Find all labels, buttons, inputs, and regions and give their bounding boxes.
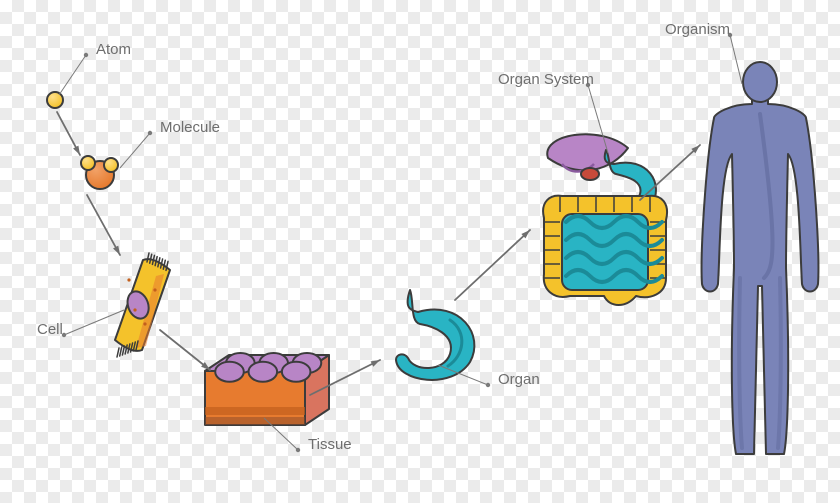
- diagram-stage: Atom Molecule Cell Tissue Organ Organ Sy…: [0, 0, 840, 503]
- label-organ-system: Organ System: [498, 71, 594, 88]
- label-tissue: Tissue: [308, 436, 352, 453]
- label-organism: Organism: [665, 21, 730, 38]
- label-molecule: Molecule: [160, 119, 220, 136]
- label-organ: Organ: [498, 371, 540, 388]
- checker-background: [0, 0, 840, 503]
- label-cell: Cell: [37, 321, 63, 338]
- label-atom: Atom: [96, 41, 131, 58]
